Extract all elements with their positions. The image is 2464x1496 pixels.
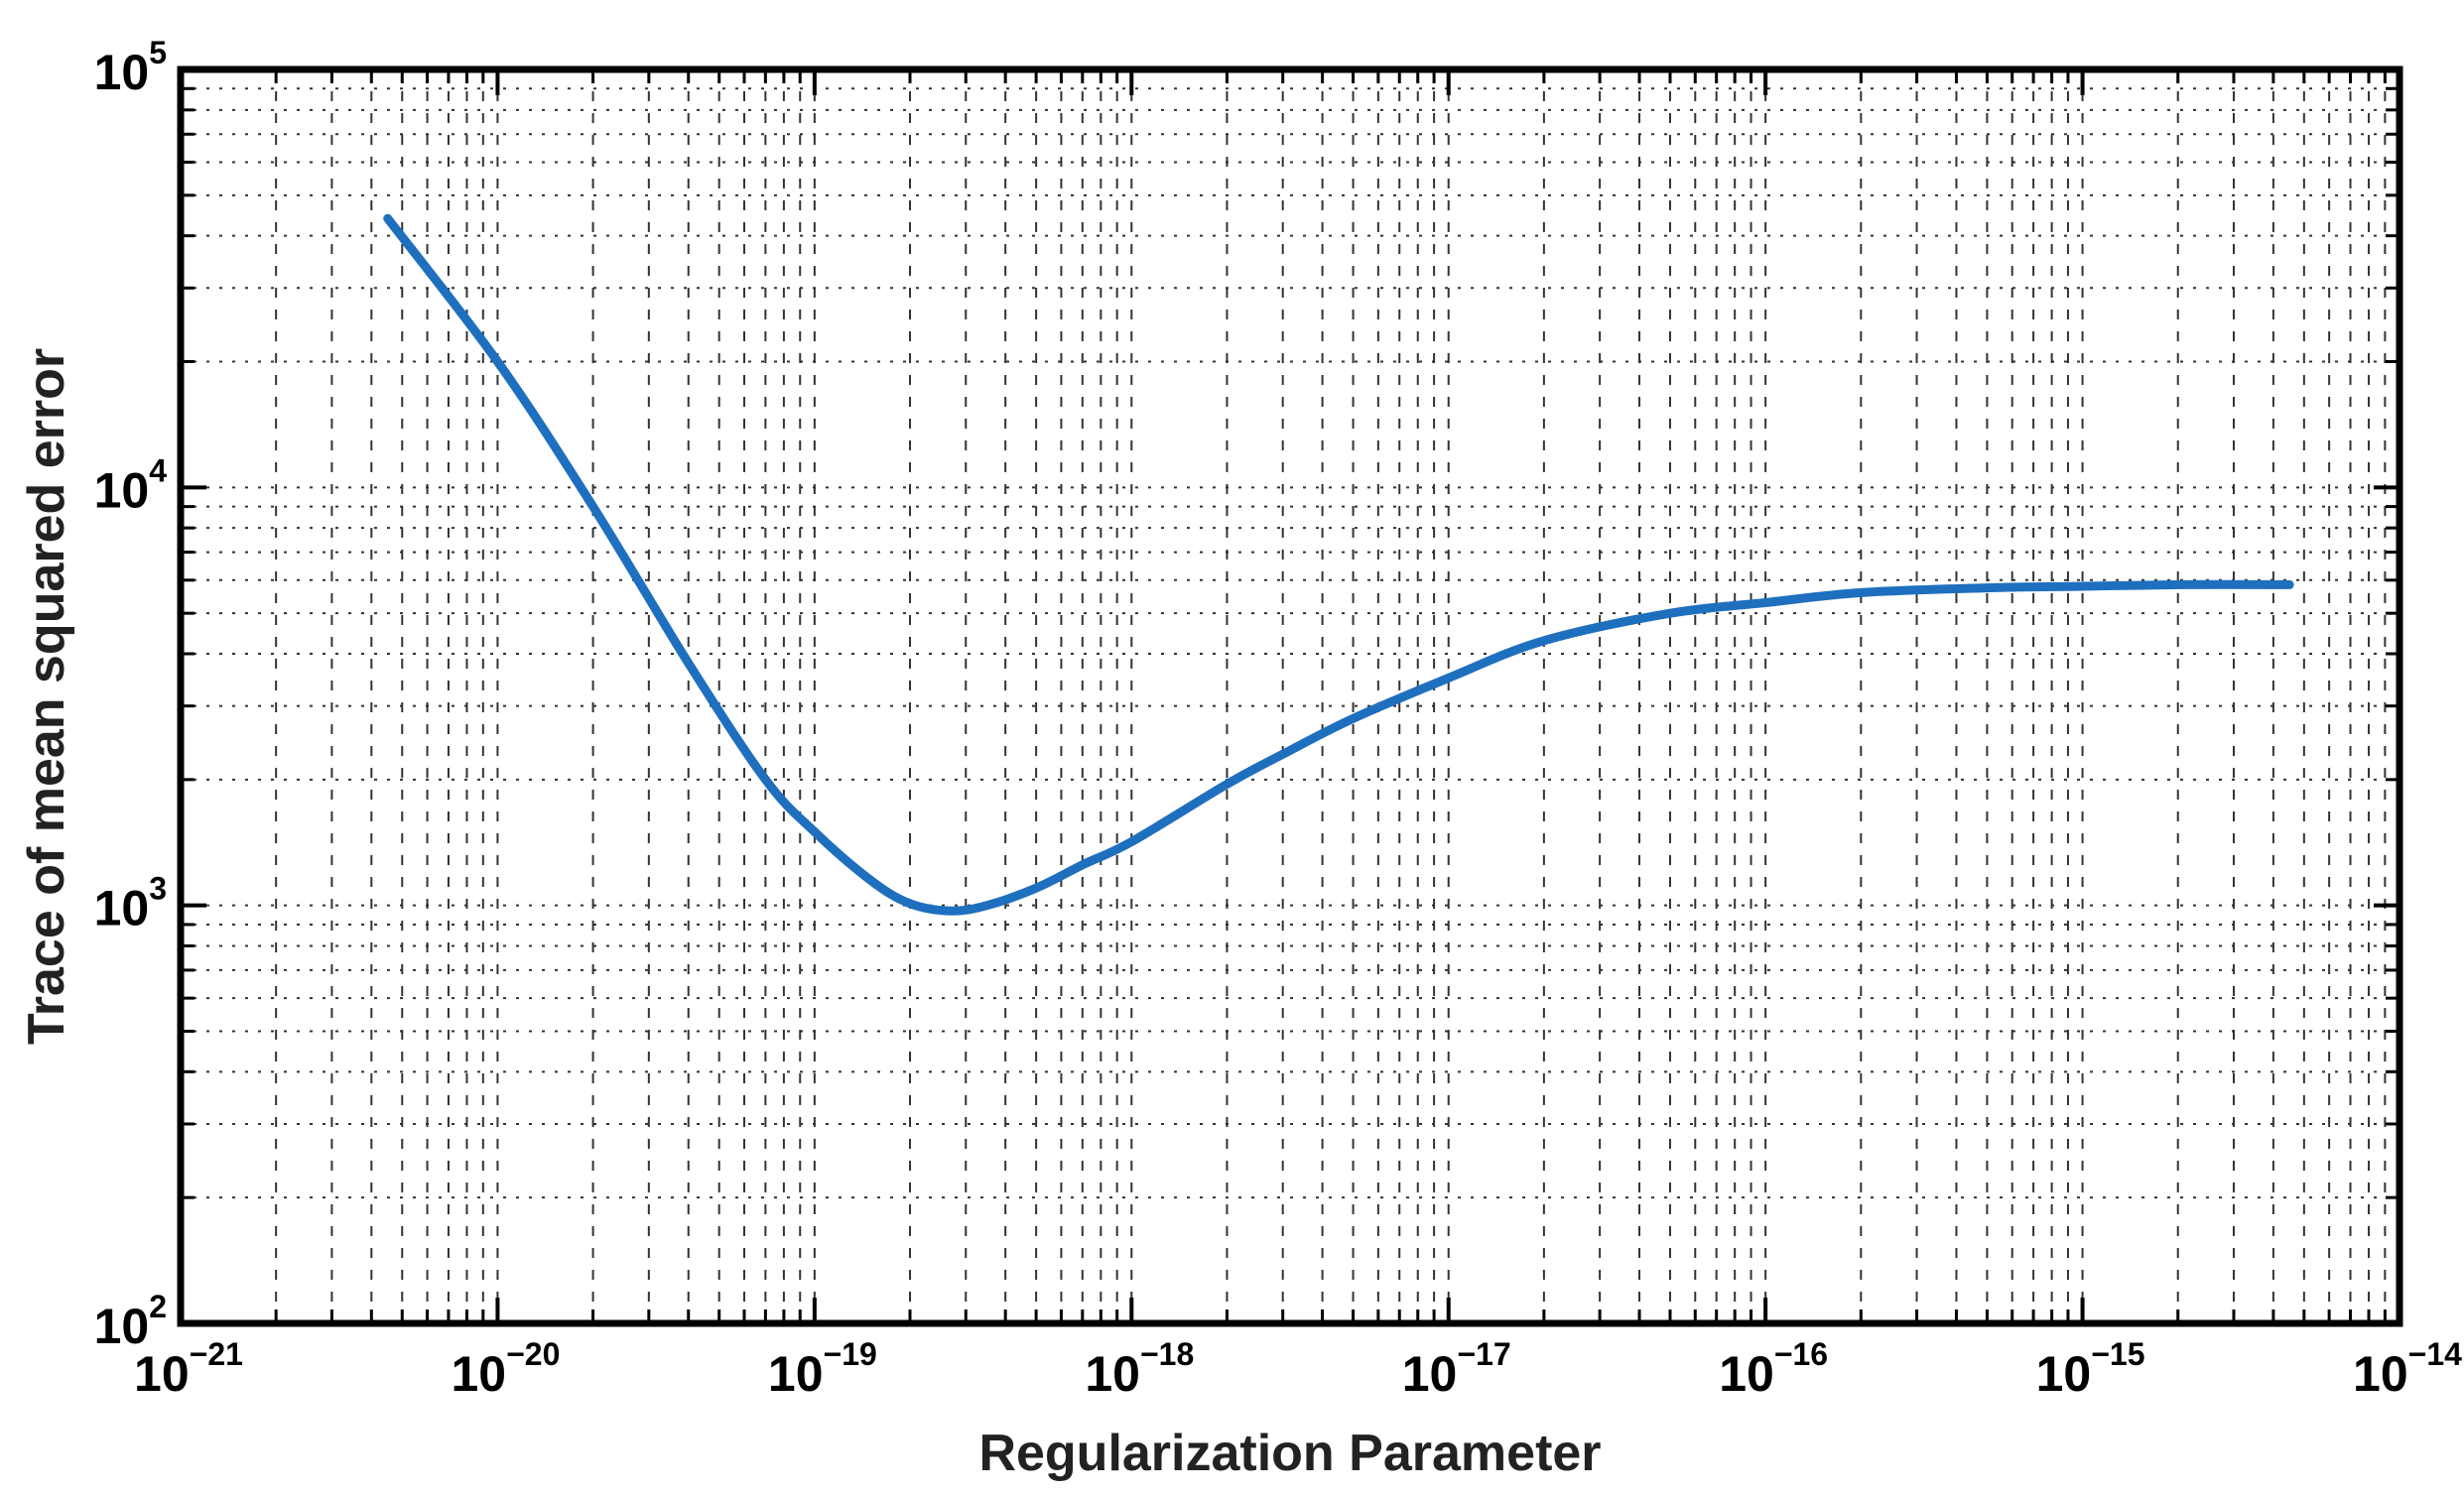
x-tick-labels: 10−21 10−20 10−19 10−18 10−17 10−16 10−15 10−14 <box>134 1336 2462 1402</box>
y-tick-base: 10 <box>94 881 150 936</box>
x-tick-exponent: −19 <box>824 1336 877 1372</box>
series-line <box>383 213 2294 916</box>
x-tick-label: 10−14 <box>2353 1336 2462 1402</box>
x-axis-title: Regularization Parameter <box>978 1425 1601 1482</box>
y-tick-exponent: 2 <box>149 1289 167 1324</box>
x-tick-label: 10−19 <box>768 1336 877 1402</box>
y-tick-exponent: 5 <box>149 35 167 70</box>
y-tick-exponent: 3 <box>149 871 167 907</box>
x-tick-exponent: −14 <box>2408 1336 2462 1372</box>
x-tick-exponent: −17 <box>1457 1336 1510 1372</box>
x-tick-label: 10−20 <box>451 1336 560 1402</box>
plot-frame <box>177 65 2403 1327</box>
y-tick-label: 102 <box>94 1289 167 1354</box>
x-tick-exponent: −15 <box>2091 1336 2144 1372</box>
y-tick-label: 105 <box>94 35 167 100</box>
x-tick-label: 10−17 <box>1402 1336 1511 1402</box>
y-tick-label: 103 <box>94 871 167 936</box>
x-tick-exponent: −18 <box>1140 1336 1194 1372</box>
y-tick-label: 104 <box>94 452 168 518</box>
y-tick-base: 10 <box>94 45 150 100</box>
x-tick-label: 10−15 <box>2036 1336 2145 1402</box>
x-tick-base: 10 <box>1402 1346 1458 1402</box>
x-tick-exponent: −20 <box>506 1336 560 1372</box>
y-tick-exponent: 4 <box>149 452 167 488</box>
series-layer <box>383 213 2294 916</box>
x-tick-base: 10 <box>1085 1346 1140 1402</box>
x-tick-base: 10 <box>1719 1346 1774 1402</box>
grid <box>180 68 2400 1324</box>
x-tick-base: 10 <box>451 1346 506 1402</box>
x-tick-base: 10 <box>134 1346 190 1402</box>
x-tick-label: 10−16 <box>1719 1336 1828 1402</box>
x-tick-exponent: −21 <box>190 1336 243 1372</box>
x-tick-base: 10 <box>2353 1346 2408 1402</box>
x-tick-label: 10−21 <box>134 1336 243 1402</box>
x-tick-base: 10 <box>2036 1346 2092 1402</box>
y-tick-base: 10 <box>94 1299 150 1354</box>
x-tick-exponent: −16 <box>1774 1336 1828 1372</box>
x-tick-label: 10−18 <box>1085 1336 1194 1402</box>
x-tick-base: 10 <box>768 1346 824 1402</box>
y-tick-base: 10 <box>94 462 150 518</box>
y-axis-title: Trace of mean squared error <box>18 348 75 1045</box>
